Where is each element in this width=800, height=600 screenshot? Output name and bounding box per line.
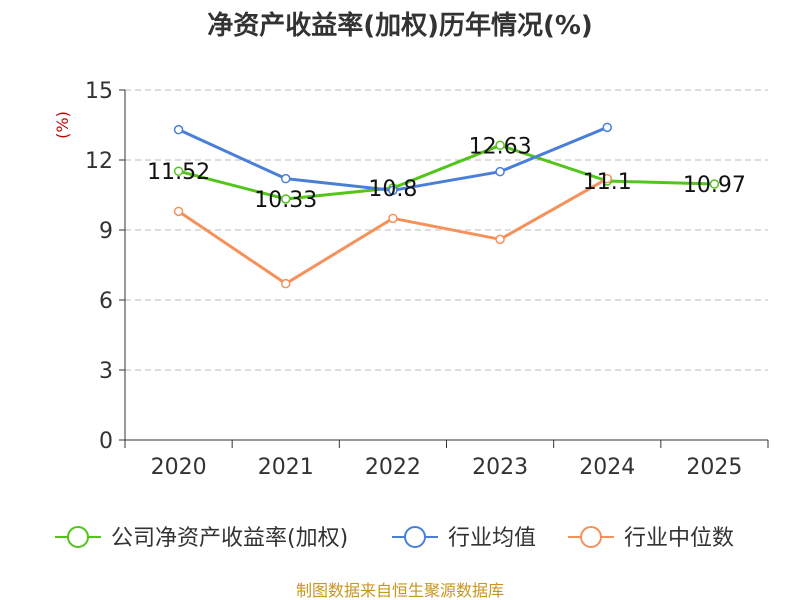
series-line xyxy=(178,143,715,201)
data-point[interactable] xyxy=(281,278,291,289)
data-point[interactable] xyxy=(281,194,291,204)
data-point[interactable] xyxy=(281,173,291,184)
data-point[interactable] xyxy=(388,185,398,196)
data-label: 10.33 xyxy=(254,188,317,213)
y-tick-label: 9 xyxy=(99,219,113,244)
data-point[interactable] xyxy=(495,234,505,245)
chart-title: 净资产收益率(加权)历年情况(%) xyxy=(207,10,593,41)
x-tick-label: 2020 xyxy=(151,455,207,480)
y-tick-label: 3 xyxy=(99,359,113,384)
series-2 xyxy=(173,173,612,289)
source-note: 制图数据来自恒生聚源数据库 xyxy=(296,581,504,600)
data-point[interactable] xyxy=(495,140,505,151)
x-tick-label: 2025 xyxy=(686,455,742,480)
legend-item-2[interactable]: 行业中位数 xyxy=(568,526,734,551)
y-tick-label: 0 xyxy=(99,429,113,454)
legend-marker-icon xyxy=(404,526,426,548)
data-point[interactable] xyxy=(602,122,612,133)
x-tick-label: 2023 xyxy=(472,455,528,480)
legend-label: 行业均值 xyxy=(448,526,536,551)
series-group xyxy=(173,122,720,289)
legend-label: 公司净资产收益率(加权) xyxy=(111,526,348,551)
legend-marker-icon xyxy=(67,526,89,548)
data-label: 10.8 xyxy=(368,177,417,202)
data-point[interactable] xyxy=(173,166,184,176)
data-label: 10.97 xyxy=(683,173,746,198)
legend-marker-icon xyxy=(580,526,602,548)
x-tick-label: 2024 xyxy=(579,455,635,480)
data-label: 12.63 xyxy=(469,134,532,159)
y-axis-unit: (%) xyxy=(53,111,72,139)
legend-item-1[interactable]: 行业均值 xyxy=(392,526,536,551)
legend-item-0[interactable]: 公司净资产收益率(加权) xyxy=(55,526,348,551)
axes: 0 3 6 9 12 15 2020 2021 2022 2023 2024 2025 xyxy=(85,79,769,480)
y-tick-label: 6 xyxy=(99,289,113,314)
data-label: 11.52 xyxy=(147,160,210,185)
data-point[interactable] xyxy=(495,166,505,177)
data-point[interactable] xyxy=(173,206,184,217)
data-point[interactable] xyxy=(173,124,184,135)
data-label: 11.1 xyxy=(583,170,632,195)
legend-label: 行业中位数 xyxy=(624,526,734,551)
data-point[interactable] xyxy=(602,173,612,184)
data-point[interactable] xyxy=(709,179,720,189)
legend[interactable]: 公司净资产收益率(加权) 行业均值 行业中位数 xyxy=(55,526,734,551)
y-tick-label: 12 xyxy=(85,149,113,174)
data-labels: 11.52 10.33 10.8 12.63 11.1 10.97 xyxy=(147,134,746,213)
y-tick-label: 15 xyxy=(85,79,113,104)
series-1 xyxy=(173,122,612,196)
data-point[interactable] xyxy=(388,213,398,224)
x-tick-label: 2021 xyxy=(258,455,314,480)
x-tick-label: 2022 xyxy=(365,455,421,480)
series-0 xyxy=(173,140,720,204)
